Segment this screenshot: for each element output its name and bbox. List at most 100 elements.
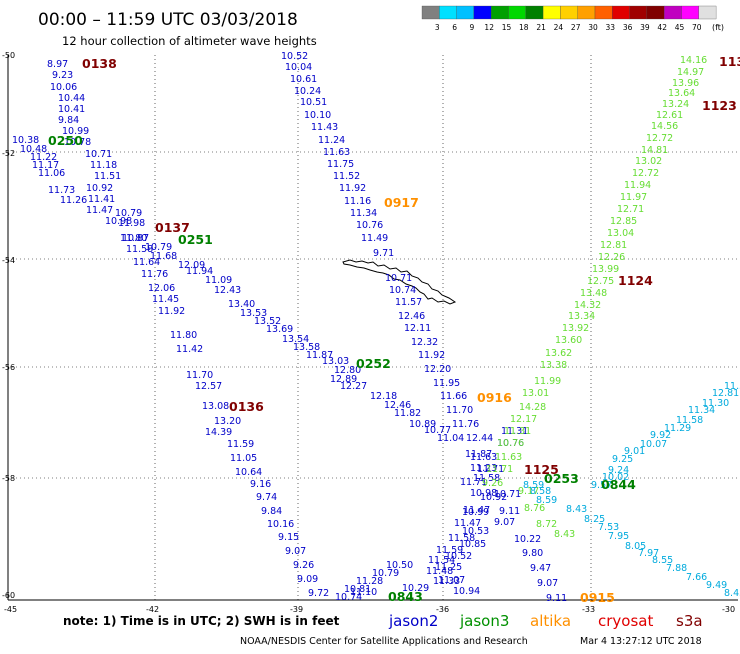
wave-height-value: 7.95 [608, 531, 629, 542]
wave-height-value: 11.34 [350, 208, 377, 219]
scale-swatch [664, 5, 682, 20]
wave-height-value: 10.53 [462, 526, 489, 537]
wave-height-value: 13.40 [228, 299, 255, 310]
pass-time: 1123 [702, 98, 737, 113]
wave-height-value: 10.48 [20, 144, 47, 155]
scale-label: 36 [623, 23, 633, 32]
wave-height-value: 10.87 [122, 233, 149, 244]
wave-height-value: 10.85 [459, 539, 486, 550]
wave-height-value: 13.58 [293, 342, 320, 353]
wave-height-value: 9.84 [58, 115, 79, 126]
wave-height-value: 11.10 [350, 587, 377, 598]
wave-height-value: 12.09 [178, 260, 205, 271]
wave-height-value: 11.63 [470, 452, 497, 463]
scale-label: 39 [640, 23, 650, 32]
wave-height-value: 11.82 [394, 408, 421, 419]
scale-swatch [577, 5, 596, 20]
wave-height-value: 9.26 [293, 560, 314, 571]
wave-height-value: 10.78 [64, 137, 91, 148]
wave-height-value: 11.80 [170, 330, 197, 341]
wave-height-value: 11.25 [435, 562, 462, 573]
scale-unit: (ft) [712, 23, 724, 32]
wave-height-value: 10.50 [386, 560, 413, 571]
scale-swatch [456, 5, 475, 20]
pass-time: 0136 [229, 399, 264, 414]
wave-height-value: 11.07 [438, 575, 465, 586]
wave-height-value: 11.95 [433, 378, 460, 389]
wave-height-value: 13.03 [322, 356, 349, 367]
wave-height-value: 11.47 [86, 205, 113, 216]
wave-height-value: 9.07 [285, 546, 306, 557]
track-values: 8.979.2310.0610.4410.419.8410.9910.7810.… [12, 51, 740, 604]
wave-height-value: 14.81 [641, 145, 668, 156]
wave-height-value: 11.99 [534, 376, 561, 387]
wave-height-value: 10.64 [235, 467, 262, 478]
wave-height-value: 9.72 [308, 588, 329, 599]
wave-height-value: 10.74 [389, 285, 416, 296]
wave-height-value: 12.26 [598, 252, 625, 263]
legend-jason2: jason2 [388, 612, 438, 630]
wave-height-value: 13.52 [254, 316, 281, 327]
wave-height-value: 9.47 [530, 563, 551, 574]
pass-time: 0844 [601, 477, 636, 492]
wave-height-value: 10.76 [356, 220, 383, 231]
wave-height-value: 10.52 [281, 51, 308, 62]
wave-height-value: 12.80 [334, 365, 361, 376]
wave-height-value: 12.06 [148, 283, 175, 294]
wave-height-value: 11.51 [94, 171, 121, 182]
wave-height-value: 9.80 [522, 548, 543, 559]
wave-height-value: 11.54 [428, 555, 455, 566]
wave-height-value: 11.31 [504, 426, 531, 437]
wave-height-value: 10.79 [115, 208, 142, 219]
scale-swatch [646, 5, 665, 20]
wave-height-value: 11.24 [318, 135, 345, 146]
scale-label: 27 [571, 23, 581, 32]
wave-height-value: 10.41 [58, 104, 85, 115]
lat-label: -58 [2, 474, 15, 483]
wave-height-value: 11.04 [437, 433, 464, 444]
wave-height-value: 11.47 [454, 518, 481, 529]
wave-height-value: 11.63 [323, 147, 350, 158]
scale-swatch [629, 5, 648, 20]
pass-time: 113 [719, 54, 740, 69]
wave-height-value: 11.58 [126, 244, 153, 255]
lon-label: -42 [146, 605, 159, 614]
wave-height-value: 11.70 [446, 405, 473, 416]
wave-height-value: 10.71 [385, 273, 412, 284]
wave-height-value: 11.59 [227, 439, 254, 450]
lon-label: -33 [582, 605, 595, 614]
color-scale: 3 6 9 12 15 18 21 24 27 30 33 36 39 42 45 70 [421, 5, 717, 32]
wave-height-value: 12.71 [617, 204, 644, 215]
pass-time: 0843 [388, 589, 423, 604]
legend: note: 1) Time is in UTC; 2) SWH is in fe… [63, 612, 703, 630]
wave-height-value: 9.71 [373, 248, 394, 259]
wave-height-value: 11.75 [327, 159, 354, 170]
scale-swatch [491, 5, 509, 20]
wave-height-value: 10.99 [62, 126, 89, 137]
scale-label: 15 [502, 23, 512, 32]
lat-labels: -50 -52 -54 -56 -58 -60 [2, 51, 15, 600]
wave-height-value: 8.97 [47, 59, 68, 70]
footer-credit: NOAA/NESDIS Center for Satellite Applica… [240, 636, 528, 647]
wave-height-value: 8.59 [536, 495, 557, 506]
wave-height-value: 10.99 [462, 507, 489, 518]
wave-height-value: 9.09 [297, 574, 318, 585]
wave-height-value: 10.94 [453, 586, 480, 597]
pass-time: 0137 [155, 220, 190, 235]
wave-height-value: 11.47 [463, 505, 490, 516]
wave-height-value: 11.28 [356, 576, 383, 587]
wave-height-value: 13.62 [545, 348, 572, 359]
scale-label: 3 [435, 23, 440, 32]
wave-height-value: 12.11 [404, 323, 431, 334]
wave-height-value: 9.15 [278, 532, 299, 543]
wave-height-value: 11.23 [470, 463, 497, 474]
wave-height-value: 11.59 [436, 545, 463, 556]
scale-swatch [681, 5, 699, 20]
wave-height-value: 11.34 [688, 405, 715, 416]
wave-height-value: 12.72 [646, 133, 673, 144]
wave-height-value: 12.61 [656, 110, 683, 121]
wave-height-value: 10.92 [480, 492, 507, 503]
wave-height-value: 12.20 [424, 364, 451, 375]
wave-height-value: 11.16 [344, 196, 371, 207]
scale-label: 33 [606, 23, 616, 32]
